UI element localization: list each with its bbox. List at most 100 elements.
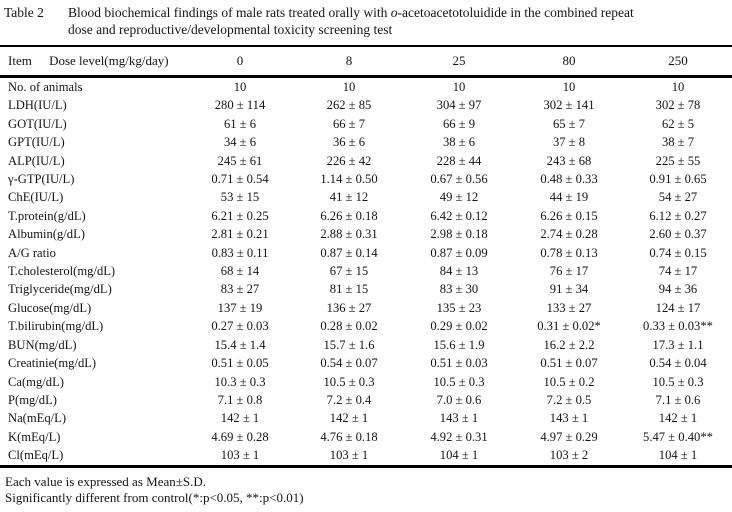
cell-value: 7.2 ± 0.5 [546, 392, 592, 407]
cell-value: 10.5 ± 0.2 [543, 374, 595, 389]
footnotes: Each value is expressed as Mean±S.D. Sig… [0, 468, 732, 507]
cell-value: 0.33 ± 0.03** [643, 319, 713, 334]
cell-value: 2.88 ± 0.31 [320, 227, 378, 242]
cell-value: 74 ± 17 [658, 264, 698, 279]
cell-value: 6.21 ± 0.25 [211, 208, 269, 223]
table-caption: Table 2 Blood biochemical findings of ma… [0, 0, 732, 38]
header-dose-25: 25 [452, 53, 466, 68]
row-label: Albumin(g/dL) [8, 227, 85, 242]
cell-value: 4.69 ± 0.28 [211, 429, 269, 444]
cell-value: 304 ± 97 [436, 98, 482, 113]
row-label: Creatinie(mg/dL) [8, 356, 97, 371]
cell-value: 4.97 ± 0.29 [540, 429, 598, 444]
table-row: ChE(IU/L) 53 ± 15 41 ± 12 49 ± 12 44 ± 19 54 … [0, 188, 732, 206]
cell-value: 10 [342, 80, 356, 94]
cell-value: 226 ± 42 [326, 153, 372, 168]
cell-value: 0.51 ± 0.07 [540, 356, 598, 371]
cell-value: 143 ± 1 [439, 411, 479, 426]
cell-value: 142 ± 1 [658, 411, 698, 426]
cell-value: 142 ± 1 [220, 411, 260, 426]
table-row: Glucose(mg/dL) 137 ± 19 136 ± 27 135 ± 23 13… [0, 299, 732, 317]
cell-value: 0.51 ± 0.03 [430, 356, 488, 371]
cell-value: 34 ± 6 [223, 135, 257, 150]
cell-value: 15.4 ± 1.4 [214, 337, 266, 352]
header-dose-80: 80 [562, 53, 576, 68]
cell-value: 124 ± 17 [655, 300, 701, 315]
table-row: T.protein(g/dL) 6.21 ± 0.25 6.26 ± 0.18 6.4… [0, 207, 732, 225]
cell-value: 0.83 ± 0.11 [211, 245, 269, 260]
biochemical-findings-table: Item Dose level(mg/kg/day) 0 8 25 80 250… [0, 47, 732, 468]
cell-value: 0.67 ± 0.56 [430, 172, 488, 187]
cell-value: 6.42 ± 0.12 [430, 208, 488, 223]
cell-value: 10.5 ± 0.3 [652, 374, 704, 389]
cell-value: 0.29 ± 0.02 [430, 319, 488, 334]
row-label: ChE(IU/L) [8, 190, 64, 205]
cell-value: 16.2 ± 2.2 [543, 337, 595, 352]
cell-value: 262 ± 85 [326, 98, 372, 113]
table-row: T.cholesterol(mg/dL) 68 ± 14 67 ± 15 84 ± 1… [0, 262, 732, 280]
row-label: K(mEq/L) [8, 429, 61, 444]
header-row: Item Dose level(mg/kg/day) 0 8 25 80 250 [0, 47, 732, 77]
footnote-significance: Significantly different from control(*:p… [5, 490, 304, 506]
row-label: BUN(mg/dL) [8, 337, 77, 352]
title-suffix: -acetoacetotoluidide in the combined rep… [397, 5, 634, 20]
cell-value: 0.48 ± 0.33 [540, 172, 598, 187]
table-row: Albumin(g/dL) 2.81 ± 0.21 2.88 ± 0.31 2.98 … [0, 225, 732, 243]
header-dose-0: 0 [236, 53, 244, 68]
table-top-rule [0, 45, 732, 47]
cell-value: 0.51 ± 0.05 [211, 356, 269, 371]
cell-value: 53 ± 15 [220, 190, 260, 205]
cell-value: 0.54 ± 0.04 [649, 356, 707, 371]
cell-value: 38 ± 6 [442, 135, 476, 150]
header-dose-250: 250 [668, 53, 688, 68]
cell-value: 7.1 ± 0.6 [655, 392, 701, 407]
row-label: Na(mEq/L) [8, 411, 67, 426]
table-row: K(mEq/L) 4.69 ± 0.28 4.76 ± 0.18 4.92 ± 0.3… [0, 428, 732, 446]
cell-value: 136 ± 27 [326, 300, 372, 315]
cell-value: 133 ± 27 [546, 300, 592, 315]
cell-value: 2.60 ± 0.37 [649, 227, 707, 242]
cell-value: 83 ± 27 [220, 282, 260, 297]
row-label: T.bilirubin(mg/dL) [8, 319, 104, 334]
cell-value: 10 [562, 80, 576, 94]
table-row: T.bilirubin(mg/dL) 0.27 ± 0.03 0.28 ± 0.02… [0, 317, 732, 335]
cell-value: 6.26 ± 0.18 [320, 208, 378, 223]
cell-value: 54 ± 27 [658, 190, 698, 205]
cell-value: 66 ± 9 [442, 116, 476, 131]
cell-value: 143 ± 1 [549, 411, 589, 426]
cell-value: 142 ± 1 [329, 411, 369, 426]
row-label: γ-GTP(IU/L) [8, 172, 75, 187]
cell-value: 7.0 ± 0.6 [436, 392, 482, 407]
table-row: Triglyceride(mg/dL) 83 ± 27 81 ± 15 83 ± 30… [0, 280, 732, 298]
cell-value: 0.74 ± 0.15 [649, 245, 707, 260]
table-title: Blood biochemical findings of male rats … [62, 4, 726, 38]
cell-value: 302 ± 78 [655, 98, 701, 113]
cell-value: 0.87 ± 0.14 [320, 245, 378, 260]
cell-value: 0.54 ± 0.07 [320, 356, 378, 371]
cell-value: 4.76 ± 0.18 [320, 429, 378, 444]
cell-value: 104 ± 1 [439, 448, 479, 463]
cell-value: 0.71 ± 0.54 [211, 172, 269, 187]
cell-value: 65 ± 7 [552, 116, 586, 131]
table-row: Creatinie(mg/dL) 0.51 ± 0.05 0.54 ± 0.07 0.… [0, 354, 732, 372]
cell-value: 0.78 ± 0.13 [540, 245, 598, 260]
cell-value: 5.47 ± 0.40** [643, 429, 713, 444]
cell-value: 36 ± 6 [332, 135, 366, 150]
cell-value: 0.31 ± 0.02* [537, 319, 601, 334]
table-row: A/G ratio 0.83 ± 0.11 0.87 ± 0.14 0.87 ± 0.… [0, 244, 732, 262]
row-label: Glucose(mg/dL) [8, 300, 92, 315]
cell-value: 10 [452, 80, 466, 94]
table-number-label: Table 2 [4, 5, 44, 20]
cell-value: 103 ± 1 [220, 448, 260, 463]
header-dose-8: 8 [345, 53, 353, 68]
cell-value: 62 ± 5 [661, 116, 695, 131]
cell-value: 38 ± 7 [661, 135, 695, 150]
row-label: No. of animals [8, 80, 83, 94]
cell-value: 10.5 ± 0.3 [433, 374, 485, 389]
cell-value: 135 ± 23 [436, 300, 482, 315]
cell-value: 0.27 ± 0.03 [211, 319, 269, 334]
cell-value: 81 ± 15 [329, 282, 369, 297]
cell-value: 41 ± 12 [329, 190, 369, 205]
table-body: No. of animals 10 10 10 10 10 LDH(IU/L) 280 ± 1… [0, 77, 732, 467]
